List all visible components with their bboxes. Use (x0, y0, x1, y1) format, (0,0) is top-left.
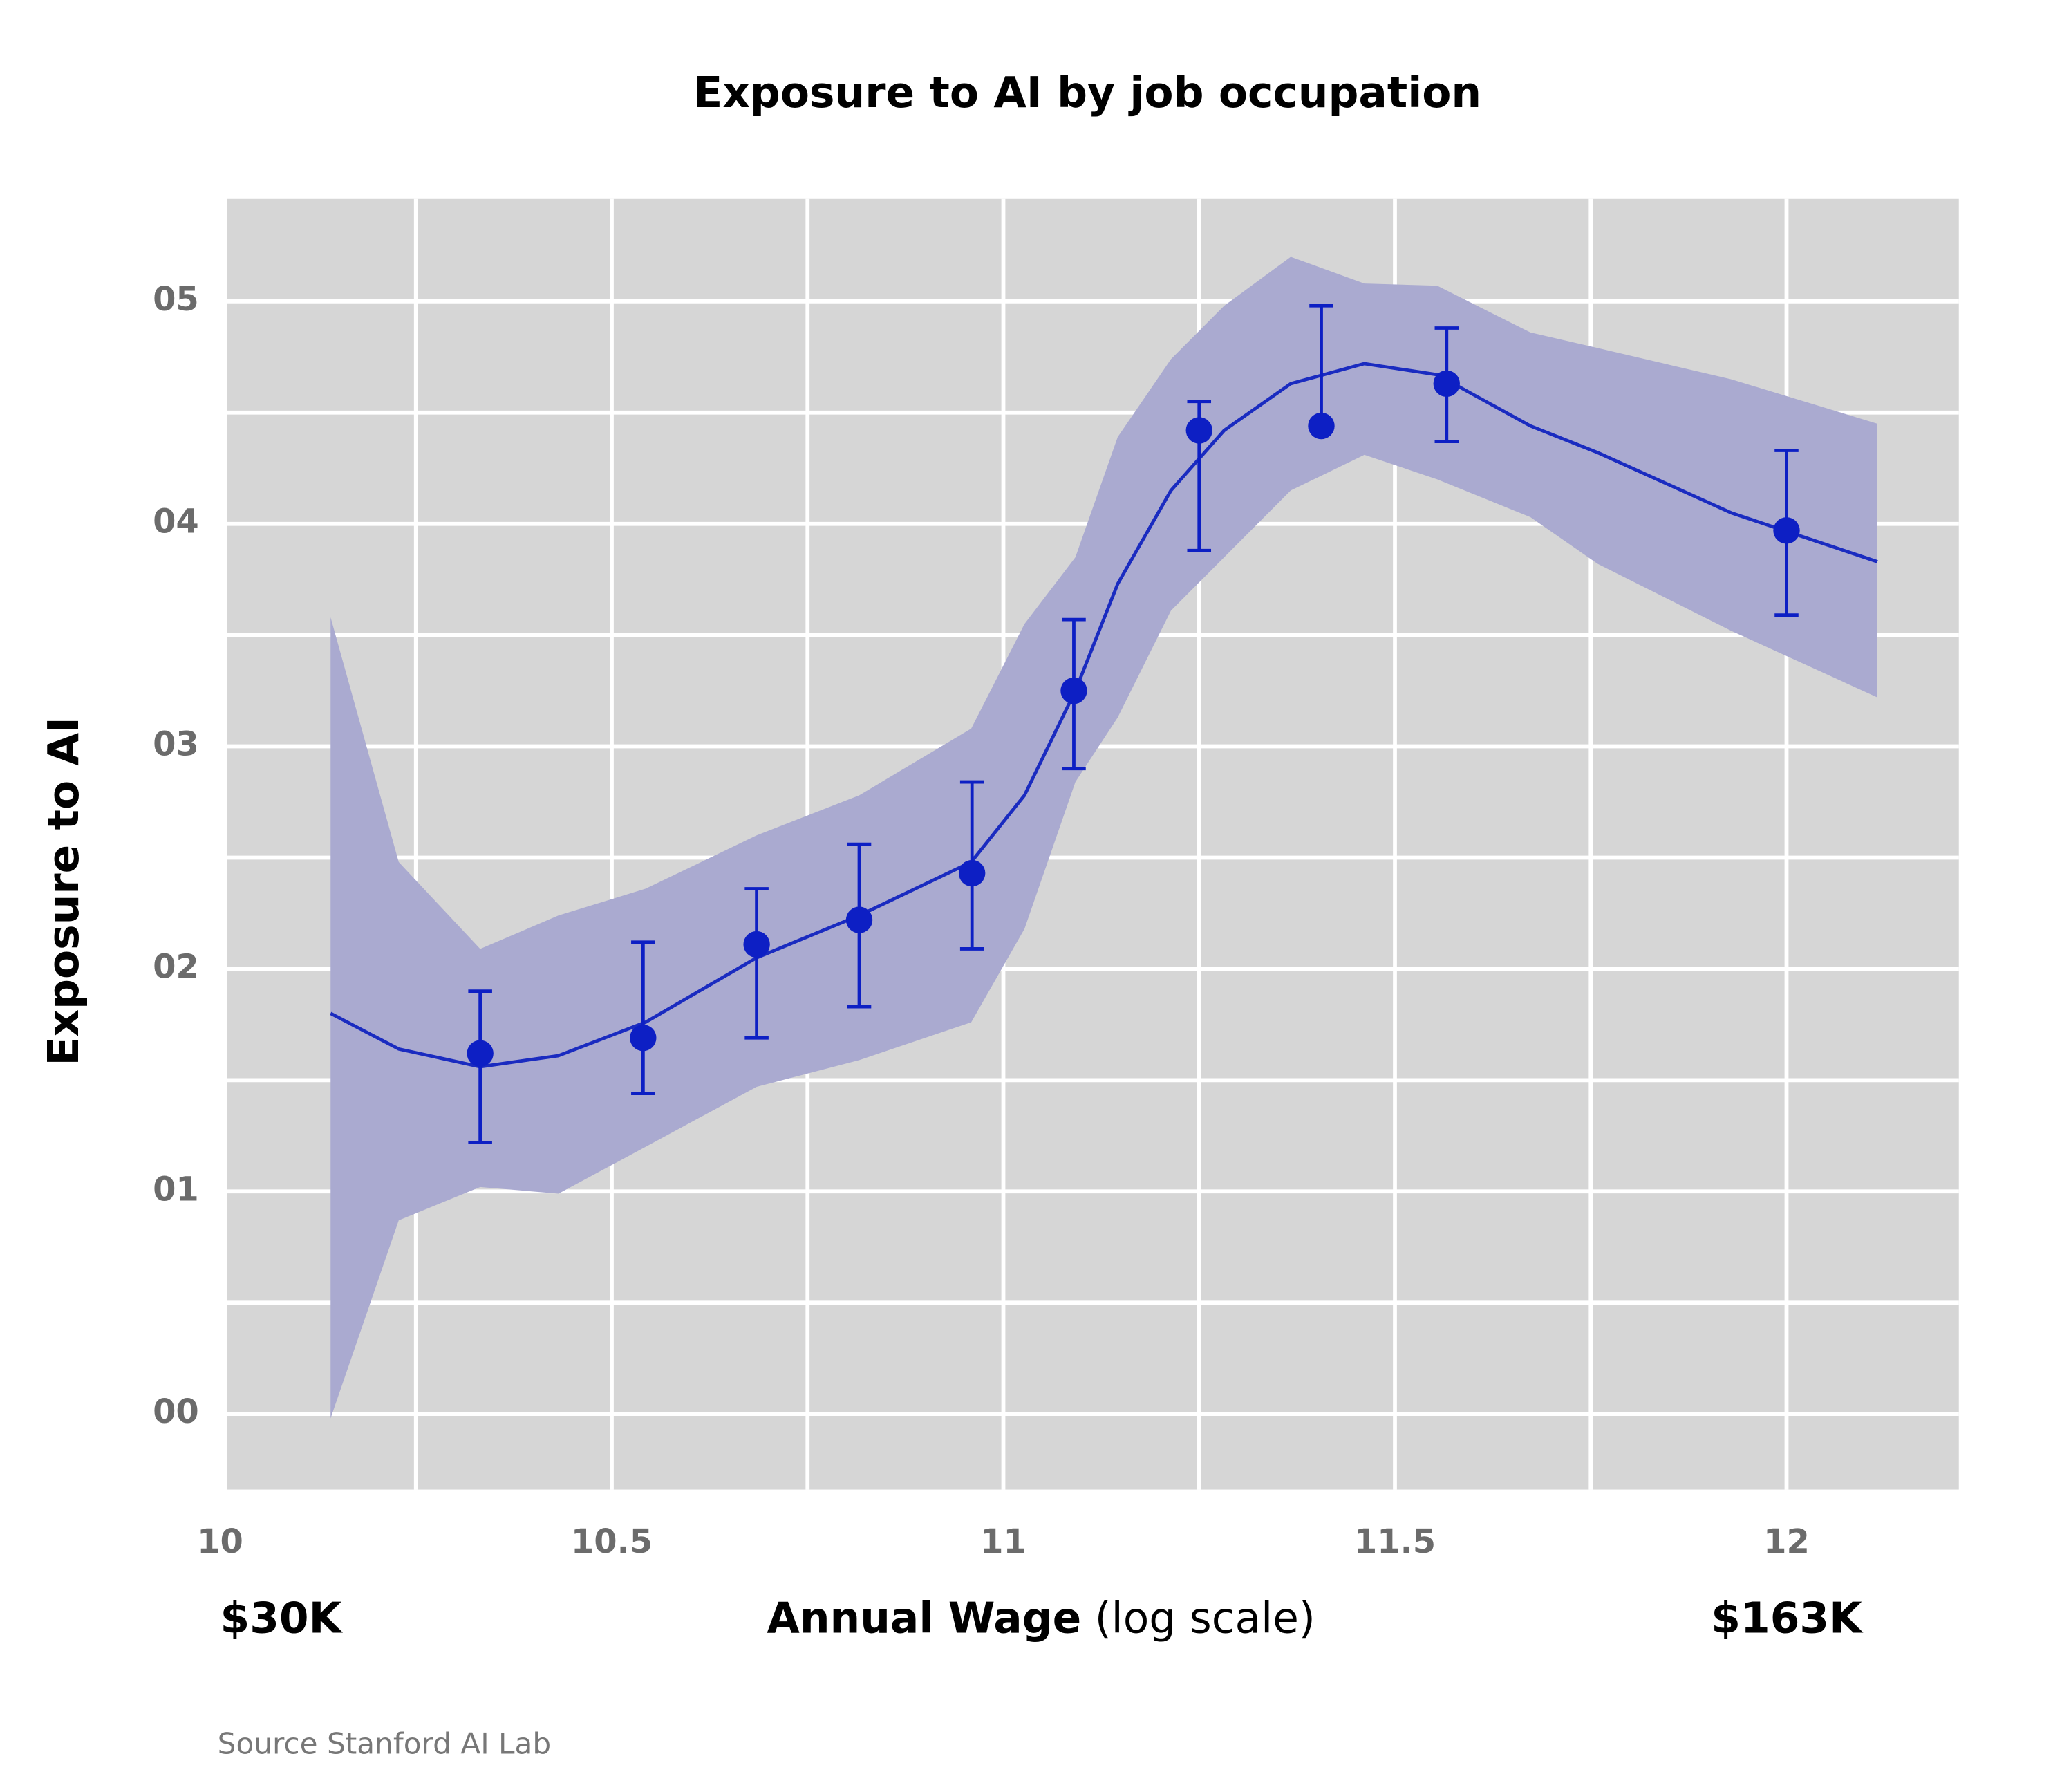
x-axis-note: (log scale) (1095, 1594, 1315, 1643)
y-axis-label: Exposure to AI (39, 717, 88, 1065)
chart-title: Exposure to AI by job occupation (693, 68, 1481, 118)
y-tick-label: 04 (153, 503, 199, 541)
y-tick-label: 03 (153, 725, 199, 764)
x-axis-title: Annual Wage (767, 1594, 1081, 1643)
x-tick-label: 11.5 (1354, 1522, 1436, 1561)
confidence-band (330, 256, 1877, 1419)
data-point (1773, 517, 1800, 544)
data-point (467, 1040, 494, 1067)
data-point (1185, 417, 1212, 444)
data-point (743, 931, 770, 958)
y-tick-label: 02 (153, 947, 199, 986)
data-point (1308, 412, 1335, 440)
x-tick-label: 10.5 (571, 1522, 653, 1561)
x-tick-label: 11 (980, 1522, 1026, 1561)
y-tick-label: 01 (153, 1170, 199, 1208)
y-tick-label: 00 (153, 1392, 199, 1431)
x-annotation: $30K (221, 1594, 344, 1643)
data-point (1060, 677, 1087, 704)
fit-line (330, 362, 1878, 1069)
y-tick-label: 05 (153, 280, 199, 319)
x-tick-label: 12 (1763, 1522, 1810, 1561)
x-annotation: $163K (1711, 1594, 1864, 1643)
data-point (958, 859, 986, 887)
x-tick-label: 10 (197, 1522, 243, 1561)
x-axis-label: Annual Wage (log scale) (767, 1594, 1315, 1643)
data-point (845, 906, 873, 933)
data-point (630, 1025, 657, 1052)
source-note: Source Stanford AI Lab (218, 1726, 552, 1760)
data-point (1433, 370, 1460, 398)
